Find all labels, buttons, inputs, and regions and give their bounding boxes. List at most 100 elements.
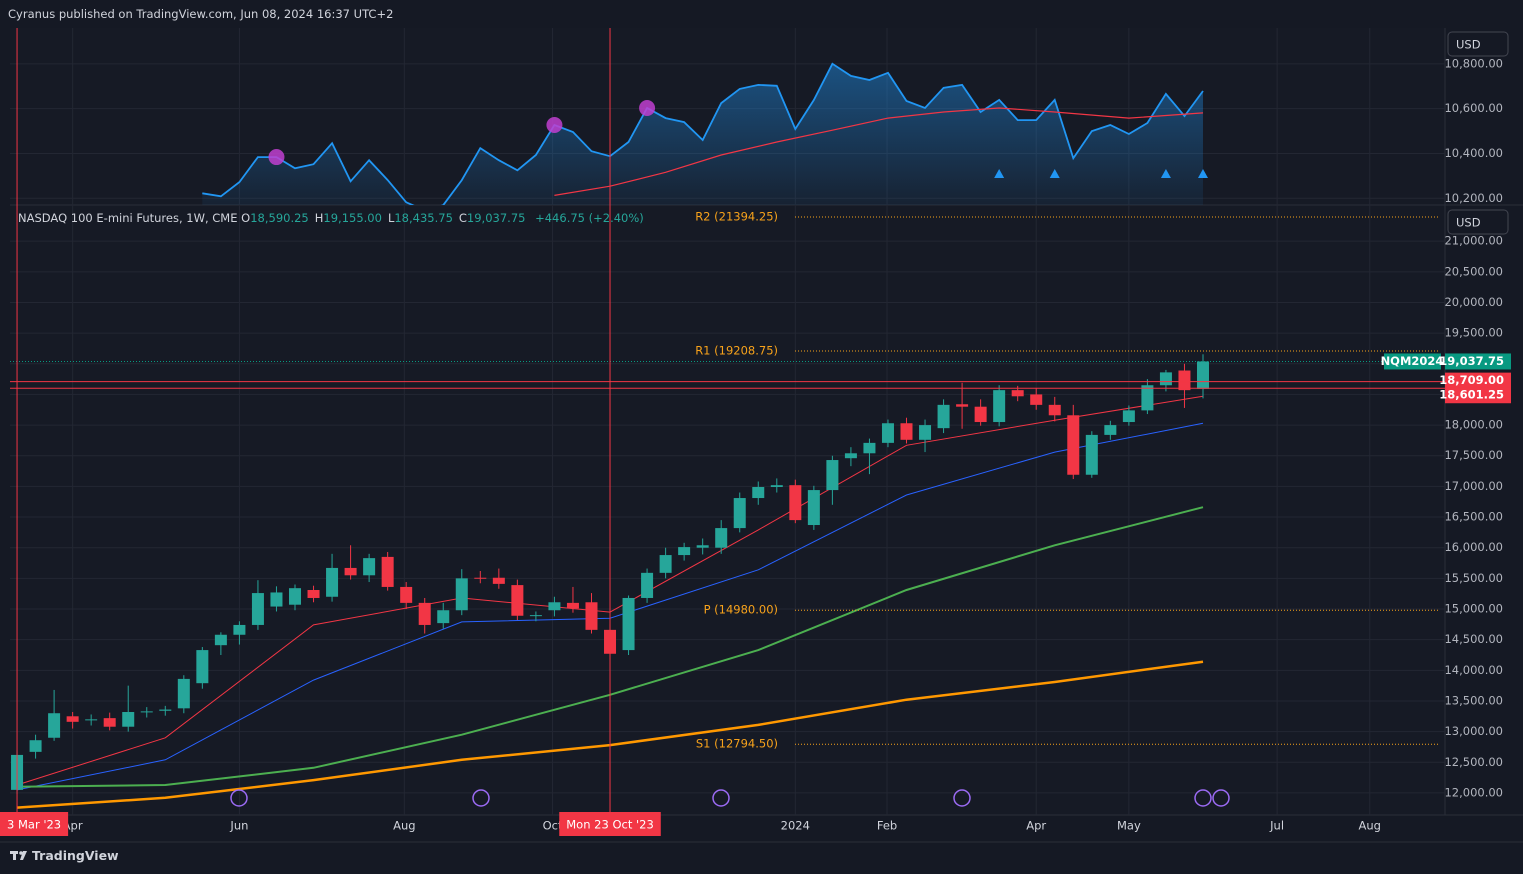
currency-button[interactable] bbox=[1447, 209, 1509, 235]
y-tick-label: 16,500.00 bbox=[1444, 510, 1503, 524]
y-tick-label: 15,500.00 bbox=[1444, 571, 1503, 585]
legend-value: 18,435.75 bbox=[394, 211, 453, 225]
candle-body bbox=[733, 498, 746, 529]
y-tick-label: 10,800.00 bbox=[1444, 56, 1503, 70]
event-icon[interactable] bbox=[712, 789, 730, 807]
legend-value: 19,155.00 bbox=[323, 211, 382, 225]
candle-body bbox=[233, 624, 246, 635]
y-tick-label: 17,500.00 bbox=[1444, 448, 1503, 462]
symbol-legend: NASDAQ 100 E-mini Futures, 1W, CME O18,5… bbox=[18, 211, 650, 225]
y-tick-label: 20,500.00 bbox=[1444, 264, 1503, 278]
oscillator-line bbox=[202, 62, 1204, 205]
price-tag bbox=[1445, 372, 1511, 389]
y-tick-label: 12,500.00 bbox=[1444, 755, 1503, 769]
y-tick-label: 10,200.00 bbox=[1444, 191, 1503, 205]
oscillator-line bbox=[554, 107, 1204, 196]
currency-label: USD bbox=[1456, 38, 1481, 52]
candle-body bbox=[548, 602, 561, 611]
candle-body bbox=[863, 442, 876, 454]
y-tick-label: 14,000.00 bbox=[1444, 663, 1503, 677]
candle-body bbox=[66, 716, 79, 722]
pivot-label: R2 (21394.25) bbox=[695, 210, 778, 224]
y-tick-label: 13,500.00 bbox=[1444, 693, 1503, 707]
candle-body bbox=[881, 423, 894, 443]
event-icon[interactable] bbox=[472, 789, 490, 807]
candle-body bbox=[1085, 434, 1098, 475]
candle-body bbox=[937, 404, 950, 429]
candle-body bbox=[344, 567, 357, 576]
candle-body bbox=[752, 487, 765, 499]
y-tick-label: 15,000.00 bbox=[1444, 602, 1503, 616]
candle-body bbox=[29, 740, 42, 752]
candle-body bbox=[122, 712, 135, 727]
candle-body bbox=[974, 406, 987, 423]
candle-body bbox=[715, 528, 728, 548]
signal-triangle bbox=[1049, 169, 1060, 178]
candle-body bbox=[437, 610, 450, 624]
signal-circle bbox=[639, 99, 656, 116]
y-tick-label: 13,000.00 bbox=[1444, 724, 1503, 738]
candle-body bbox=[900, 423, 913, 440]
signal-triangle bbox=[1197, 169, 1208, 178]
event-icon[interactable] bbox=[230, 789, 248, 807]
x-tick-label: Oct bbox=[543, 819, 563, 833]
x-tick-label: Apr bbox=[1026, 819, 1046, 833]
candle-body bbox=[1141, 385, 1154, 411]
currency-button[interactable] bbox=[1447, 31, 1509, 57]
axes: 10,200.00 10,400.00 10,600.00 10,800.00 12,0… bbox=[0, 28, 1511, 836]
candle-body bbox=[678, 547, 691, 556]
candle-body bbox=[177, 678, 190, 709]
candle-body bbox=[770, 485, 783, 488]
y-tick-label: 12,000.00 bbox=[1444, 785, 1503, 799]
candle-body bbox=[1159, 372, 1172, 386]
x-tick-label: 2024 bbox=[781, 819, 810, 833]
y-tick-label: 16,000.00 bbox=[1444, 540, 1503, 554]
candle-body bbox=[511, 585, 524, 616]
candle-body bbox=[474, 577, 487, 579]
legend-key: C bbox=[458, 211, 467, 225]
x-tick-label: May bbox=[1117, 819, 1141, 833]
pivot-label: R1 (19208.75) bbox=[695, 343, 778, 357]
upper-pane bbox=[202, 62, 1208, 205]
symbol-tag-label: NQM2024 bbox=[1381, 354, 1444, 368]
legend-value: 18,590.25 bbox=[250, 211, 309, 225]
price-tag bbox=[1445, 387, 1511, 404]
candle-body bbox=[844, 453, 857, 459]
event-icon[interactable] bbox=[1212, 789, 1230, 807]
candle-body bbox=[789, 485, 802, 521]
candle-body bbox=[1011, 390, 1024, 397]
candle-body bbox=[85, 719, 98, 721]
x-tick-label: Feb bbox=[877, 819, 897, 833]
price-tag-label: 18,601.25 bbox=[1439, 388, 1504, 402]
price-tag bbox=[1445, 353, 1511, 370]
tv-logo bbox=[10, 851, 27, 860]
y-tick-label: 17,000.00 bbox=[1444, 479, 1503, 493]
price-tag-label: 18,709.00 bbox=[1439, 373, 1504, 387]
candle-body bbox=[196, 650, 209, 684]
signal-circle bbox=[268, 149, 285, 166]
x-tick-label: Aug bbox=[1359, 819, 1381, 833]
y-tick-label: 18,000.00 bbox=[1444, 418, 1503, 432]
candle-body bbox=[103, 718, 116, 727]
candle-body bbox=[696, 545, 709, 548]
crosshair-label: Mon 23 Oct '23 bbox=[566, 818, 654, 832]
instrument: NASDAQ 100 E-mini Futures, 1W, CME bbox=[18, 211, 238, 225]
event-icon[interactable] bbox=[953, 789, 971, 807]
candle-body bbox=[919, 425, 932, 440]
y-tick-label: 19,500.00 bbox=[1444, 326, 1503, 340]
event-icon[interactable] bbox=[1194, 789, 1212, 807]
candle-body bbox=[1067, 415, 1080, 475]
ohlc-values: O18,590.25 H19,155.00 L18,435.75 C19,037.75 bbox=[241, 211, 531, 225]
candle-body bbox=[566, 602, 579, 609]
brand: TradingView bbox=[10, 848, 119, 863]
candle-body bbox=[1048, 404, 1061, 416]
candle-body bbox=[1030, 394, 1043, 405]
brand-name: TradingView bbox=[32, 848, 119, 863]
candle-body bbox=[140, 711, 153, 713]
crosshair-tag bbox=[0, 812, 69, 836]
pivot-label: P (14980.00) bbox=[704, 603, 778, 617]
candle-body bbox=[270, 592, 283, 607]
crosshair-tag bbox=[559, 812, 661, 836]
publish-info: Cyranus published on TradingView.com, Ju… bbox=[8, 7, 394, 21]
